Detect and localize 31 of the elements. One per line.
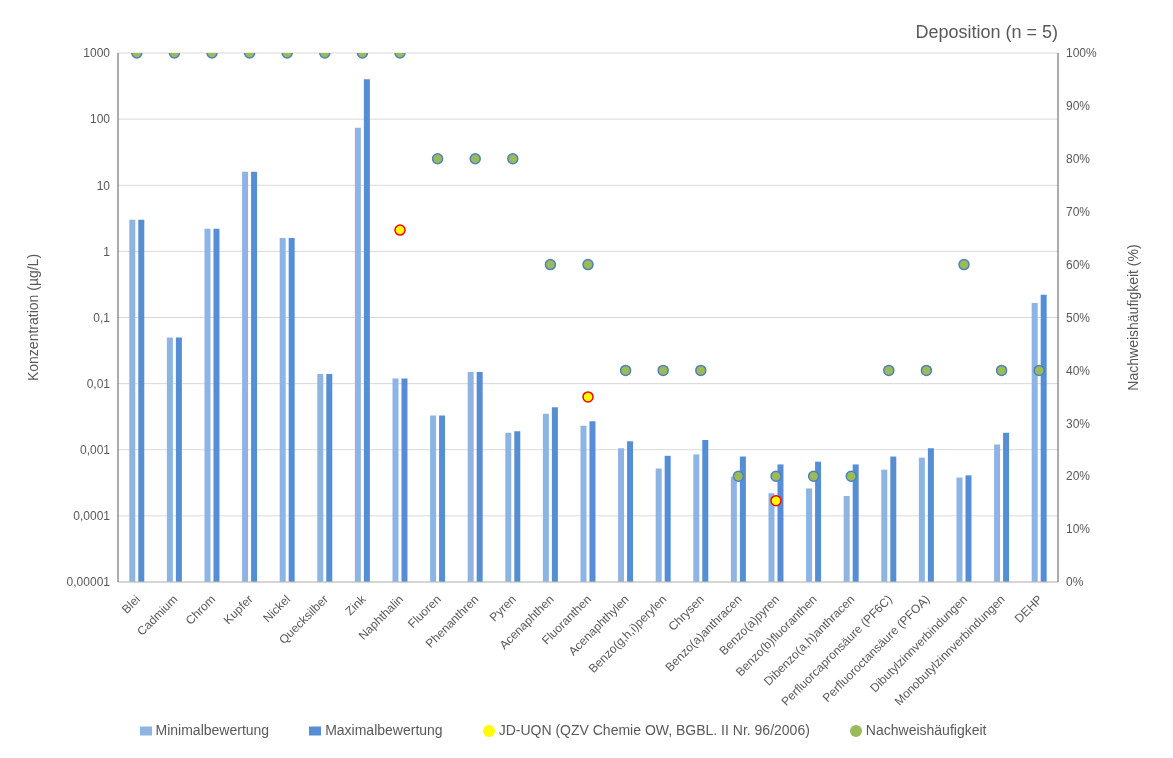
y-tick-label: 0,01: [86, 376, 111, 391]
chart-title: Deposition (n = 5): [915, 22, 1058, 43]
y2-tick-label: 90%: [1066, 99, 1091, 114]
y2-tick-label: 40%: [1066, 363, 1091, 378]
y-axis-title: Konzentration (µg/L): [24, 253, 41, 382]
y-tick-label: 0,001: [79, 443, 111, 458]
y2-tick-label: 50%: [1066, 310, 1091, 325]
legend-label: Minimalbewertung: [155, 722, 270, 738]
point: [582, 391, 594, 403]
legend-label: Nachweishäufigkeit: [865, 722, 987, 738]
y-tick-label: 0,1: [93, 310, 111, 325]
point: [770, 494, 782, 507]
y2-tick-label: 70%: [1066, 204, 1091, 219]
y-tick-label: 10: [96, 178, 111, 193]
legend-label: Maximalbewertung: [325, 722, 443, 738]
y2-tick-label: 20%: [1066, 469, 1091, 484]
y2-tick-label: 10%: [1066, 522, 1091, 537]
y-tick-label: 0,0001: [73, 509, 111, 524]
y2-axis-title: Nachweishäufigkeit (%): [1124, 244, 1141, 391]
y-tick-label: 0,00001: [66, 575, 111, 590]
y-tick-label: 100: [89, 112, 111, 127]
y2-tick-label: 30%: [1066, 416, 1091, 431]
y-tick-label: 1000: [83, 46, 111, 61]
point: [394, 224, 406, 236]
y2-tick-label: 80%: [1066, 152, 1091, 167]
y2-tick-label: 100%: [1066, 46, 1098, 61]
y2-tick-label: 0%: [1066, 575, 1084, 590]
legend-label: JD-UQN (QZV Chemie OW, BGBL. II Nr. 96/2006): [498, 722, 810, 738]
y-tick-label: 1: [103, 244, 111, 259]
x-tick-label: Blei: [118, 592, 143, 617]
y2-tick-label: 60%: [1066, 257, 1091, 272]
